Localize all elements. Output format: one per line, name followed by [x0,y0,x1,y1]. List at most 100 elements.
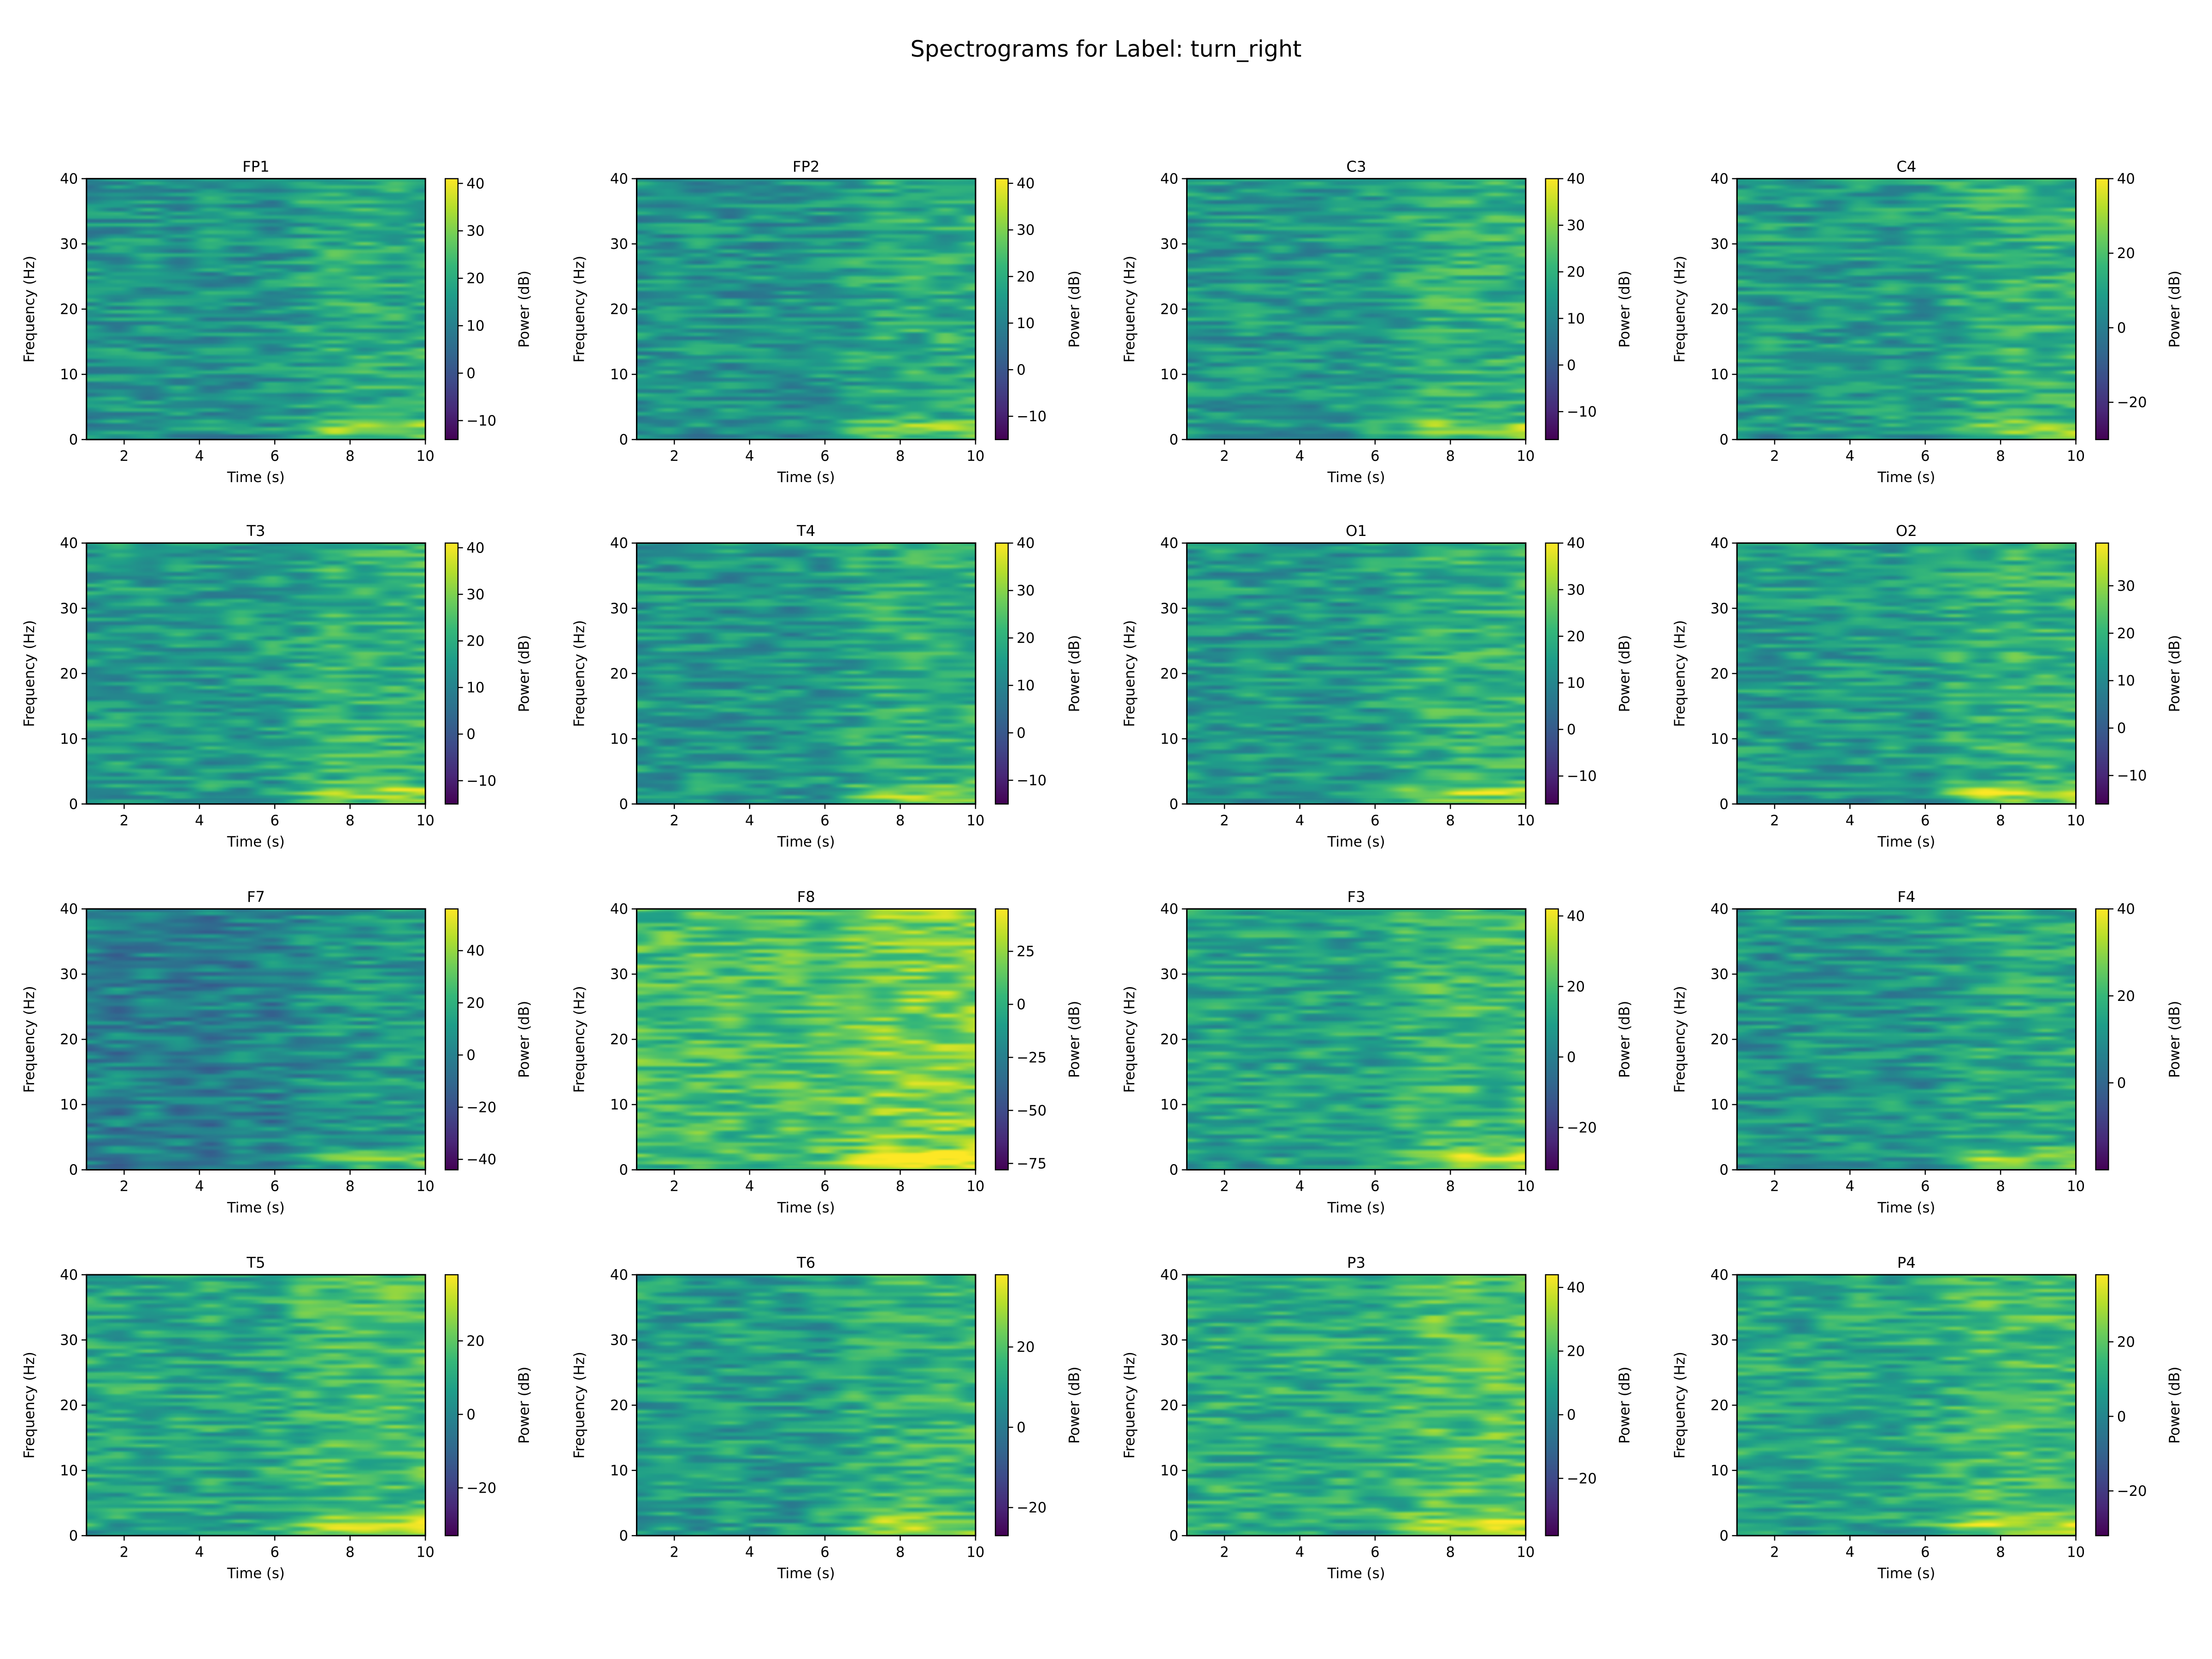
y-axis-label: Frequency (Hz) [21,256,38,363]
colorbar-tick-label: 20 [466,633,484,650]
colorbar-tick-label: 40 [1567,171,1585,187]
colorbar-label: Power (dB) [1616,635,1633,712]
colorbar-tick-label: 10 [466,680,484,696]
y-tick-label: 10 [610,731,628,747]
y-tick-label: 30 [610,1332,628,1348]
colorbar-tick-label: −20 [1567,1119,1597,1136]
y-axis-label: Frequency (Hz) [1671,1352,1688,1459]
colorbar-tick-label: 40 [1567,535,1585,552]
x-tick-label: 2 [1220,812,1229,829]
y-tick-label: 10 [60,1097,78,1113]
y-tick-label: 30 [1711,600,1729,617]
x-tick-label: 2 [1770,1178,1779,1195]
y-tick-label: 20 [1160,1031,1178,1048]
y-axis-label: Frequency (Hz) [1122,1352,1138,1459]
x-tick-label: 6 [1921,448,1930,465]
subplot-p3: P3 2 4 6 8 10 0 10 20 30 40 Time (s) Frequency (Hz) −… [1122,1254,1633,1582]
y-tick-label: 0 [1719,796,1729,812]
y-tick-label: 30 [1160,1332,1178,1348]
colorbar-label: Power (dB) [516,271,533,347]
x-tick-label: 6 [1921,812,1930,829]
y-tick-label: 10 [1160,731,1178,747]
x-axis-label: Time (s) [227,834,285,850]
x-tick-label: 6 [820,1544,830,1560]
y-tick-label: 30 [1160,966,1178,983]
x-axis-label: Time (s) [1877,1565,1935,1582]
x-tick-label: 8 [1446,1544,1455,1560]
x-tick-label: 2 [670,1544,679,1560]
x-tick-label: 8 [1446,812,1455,829]
colorbar: 0 20 40 Power (dB) [2095,901,2183,1171]
colorbar-tick-label: 30 [1017,582,1035,599]
colorbar: −20 0 20 Power (dB) [2095,1274,2183,1536]
colorbar-tick-label: −10 [1567,404,1597,420]
colorbar-gradient [1545,542,1559,805]
colorbar-tick-label: 40 [466,540,484,556]
x-tick-label: 2 [1220,1544,1229,1560]
x-tick-label: 8 [1996,1544,2005,1560]
colorbar-tick-label: 20 [2117,988,2135,1005]
x-tick-label: 2 [670,448,679,465]
x-axis-label: Time (s) [1327,469,1385,486]
colorbar-gradient [2095,908,2109,1171]
colorbar: −40 −20 0 20 40 Power (dB) [444,908,533,1171]
x-tick-label: 10 [2067,1178,2085,1195]
subplot-title: C3 [1347,158,1366,175]
colorbar-label: Power (dB) [1616,271,1633,347]
colorbar-label: Power (dB) [2166,271,2183,347]
colorbar-label: Power (dB) [1066,1367,1083,1444]
y-axis-label: Frequency (Hz) [1671,986,1688,1093]
colorbar-gradient [994,542,1009,805]
colorbar-tick-label: 20 [1567,628,1585,645]
subplot-title: FP2 [793,158,820,175]
colorbar: −10 0 10 20 30 40 Power (dB) [994,535,1083,805]
colorbar-tick-label: −10 [1017,408,1047,425]
y-tick-label: 10 [1711,1097,1729,1113]
subplot-title: T6 [796,1254,815,1271]
x-tick-label: 6 [270,1178,279,1195]
colorbar: −10 0 10 20 30 40 Power (dB) [994,176,1083,441]
colorbar-gradient [994,178,1009,441]
x-tick-label: 4 [1846,1178,1855,1195]
y-tick-label: 30 [1711,1332,1729,1348]
colorbar-tick-label: −20 [1567,1471,1597,1487]
colorbar-label: Power (dB) [1616,1367,1633,1444]
x-tick-label: 4 [1295,448,1305,465]
colorbar-tick-label: −20 [1017,1500,1047,1516]
spectrogram-heatmap [636,1275,976,1536]
y-tick-label: 10 [1160,1097,1178,1113]
x-axis-label: Time (s) [1327,1565,1385,1582]
colorbar-tick-label: 0 [2117,1408,2126,1425]
colorbar: −10 0 10 20 30 40 Power (dB) [1545,535,1633,805]
x-tick-label: 8 [346,1178,355,1195]
colorbar-gradient [444,908,459,1171]
y-tick-label: 20 [1711,665,1729,682]
colorbar-tick-label: 10 [466,318,484,335]
colorbar-tick-label: 0 [1567,722,1576,738]
subplot-o1: O1 2 4 6 8 10 0 10 20 30 40 Time (s) Frequency (Hz) −… [1122,522,1633,850]
y-tick-label: 40 [60,171,78,187]
x-axis-label: Time (s) [1877,1200,1935,1216]
y-tick-label: 30 [60,600,78,617]
colorbar: −75 −50 −25 0 25 Power (dB) [994,908,1083,1172]
x-tick-label: 10 [2067,448,2085,465]
y-tick-label: 10 [1160,1463,1178,1479]
y-tick-label: 10 [1711,366,1729,383]
x-axis-label: Time (s) [227,1200,285,1216]
subplot-f7: F7 2 4 6 8 10 0 10 20 30 40 Time (s) Frequency (Hz) −… [21,888,533,1216]
subplot-t3: T3 2 4 6 8 10 0 10 20 30 40 Time (s) Frequency (Hz) −… [21,522,533,850]
colorbar-tick-label: 30 [466,586,484,603]
colorbar-gradient [994,1274,1009,1536]
y-tick-label: 0 [619,1528,628,1544]
colorbar-label: Power (dB) [2166,1367,2183,1444]
spectrogram-heatmap [1187,543,1526,804]
y-tick-label: 20 [60,1031,78,1048]
colorbar: −20 0 20 40 Power (dB) [1545,1274,1633,1536]
spectrogram-heatmap [1187,178,1526,440]
colorbar-gradient [2095,542,2109,805]
x-tick-label: 10 [417,448,435,465]
y-tick-label: 0 [69,796,78,812]
x-tick-label: 10 [1517,1544,1535,1560]
y-axis-label: Frequency (Hz) [21,986,38,1093]
colorbar-gradient [444,1274,459,1536]
